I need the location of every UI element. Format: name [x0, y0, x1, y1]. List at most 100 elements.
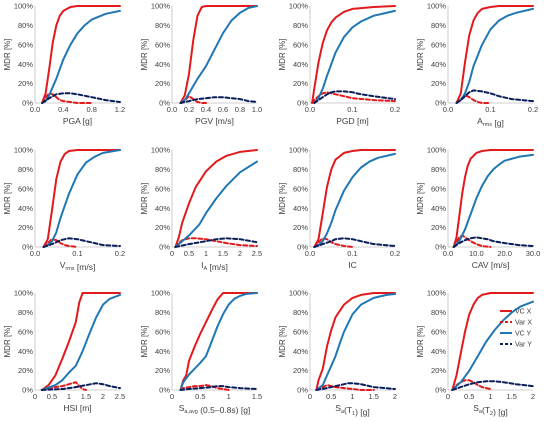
y-tick-label: 80%	[155, 21, 170, 30]
y-tick-label: 20%	[155, 366, 170, 375]
x-tick-label: 1	[227, 392, 231, 401]
x-tick-label: 1.5	[252, 392, 262, 401]
panel-12: 0% 20% 40% 60% 80% 100% 0 0.5 1 1.5 2 MDR [%] Sa(T2)…	[416, 289, 535, 417]
y-tick-label: 0%	[435, 386, 446, 395]
y-tick-label: 40%	[155, 347, 170, 356]
y-tick-label: 100%	[14, 146, 34, 155]
series-line-var-y	[179, 96, 258, 104]
panel-9: 0% 20% 40% 60% 80% 100% 0 0.5 1 1.5 2 2.5 MDR [%] HSI…	[3, 289, 125, 413]
y-tick-label: 60%	[293, 40, 308, 49]
y-tick-label: 40%	[431, 347, 446, 356]
y-tick-label: 0%	[297, 243, 308, 252]
series-line-vc-x	[315, 292, 396, 391]
x-tick-label: 2.5	[252, 249, 262, 258]
x-tick-label: 0.6	[218, 105, 228, 114]
x-tick-label: 0.2	[115, 249, 125, 258]
x-tick-label: 0.4	[201, 105, 211, 114]
x-tick-label: 1.0	[252, 105, 262, 114]
y-axis-label: MDR [%]	[416, 39, 425, 71]
panel-11: 0% 20% 40% 60% 80% 100% 0 0.5 1 1.5 2 MDR [%] Sa(T1)…	[278, 289, 397, 417]
y-axis-label: MDR [%]	[278, 183, 287, 215]
y-tick-label: 80%	[431, 308, 446, 317]
series-line-vc-y	[179, 292, 258, 391]
y-tick-label: 20%	[293, 366, 308, 375]
y-tick-label: 80%	[431, 165, 446, 174]
legend-label: Var X	[515, 320, 532, 327]
x-tick-label: 0	[170, 249, 174, 258]
series-line-vc-y	[451, 300, 534, 391]
y-tick-label: 80%	[155, 308, 170, 317]
x-tick-label: 0.4	[58, 105, 68, 114]
y-tick-label: 60%	[293, 184, 308, 193]
y-tick-label: 80%	[18, 308, 33, 317]
y-tick-label: 80%	[18, 21, 33, 30]
y-tick-label: 20%	[18, 79, 33, 88]
y-axis-label: MDR [%]	[3, 326, 12, 358]
x-tick-label: 0	[308, 392, 312, 401]
y-axis-label: MDR [%]	[278, 326, 287, 358]
y-tick-label: 0%	[159, 99, 170, 108]
series-line-var-y	[313, 90, 396, 104]
series-line-vc-x	[311, 5, 396, 104]
x-axis-label: CAV [m/s]	[472, 260, 510, 270]
series-line-vc-x	[174, 149, 258, 248]
y-axis-label: MDR [%]	[140, 183, 149, 215]
x-tick-label: 0.8	[86, 105, 96, 114]
y-tick-label: 80%	[155, 165, 170, 174]
legend: VC X Var X VC Y Var Y	[500, 309, 532, 349]
y-tick-label: 20%	[431, 79, 446, 88]
y-tick-label: 60%	[18, 40, 33, 49]
x-axis-label: Vrms [m/s]	[60, 260, 96, 272]
x-axis-label: IA [m/s]	[201, 260, 228, 272]
series-line-vc-x	[455, 5, 534, 104]
series-line-var-y	[455, 89, 534, 104]
x-tick-label: 0.1	[72, 249, 82, 258]
series-line-vc-y	[313, 152, 396, 248]
y-tick-label: 100%	[427, 2, 447, 11]
x-tick-label: 0.5	[184, 249, 194, 258]
panel-3: 0% 20% 40% 60% 80% 100% 0.0 0.1 0.2 MDR [%] PGD [m…	[278, 2, 400, 126]
y-tick-label: 100%	[289, 2, 309, 11]
x-tick-label: 0.5	[47, 392, 57, 401]
x-tick-label: 0.0	[443, 105, 453, 114]
y-tick-label: 60%	[431, 184, 446, 193]
y-tick-label: 40%	[18, 60, 33, 69]
x-tick-label: 2	[531, 392, 535, 401]
y-tick-label: 60%	[155, 40, 170, 49]
y-tick-label: 20%	[155, 79, 170, 88]
x-tick-label: 0.1	[347, 105, 357, 114]
y-axis-label: MDR [%]	[278, 39, 287, 71]
series-line-var-y	[452, 236, 534, 248]
x-tick-label: 1.5	[507, 392, 517, 401]
y-tick-label: 0%	[22, 99, 33, 108]
series-line-vc-x	[179, 5, 258, 104]
x-tick-label: 0.0	[30, 249, 40, 258]
series-line-vc-y	[40, 293, 121, 391]
panel-1: 0% 20% 40% 60% 80% 100% 0.0 0.4 0.8 1.2 MDR [%] PGA…	[3, 2, 125, 126]
y-tick-label: 40%	[18, 347, 33, 356]
x-tick-label: 0.5	[464, 392, 474, 401]
x-tick-label: 0.0	[443, 249, 453, 258]
x-axis-label: HSI [m]	[63, 403, 91, 413]
series-line-var-y	[40, 382, 121, 391]
y-axis-label: MDR [%]	[416, 326, 425, 358]
y-tick-label: 20%	[431, 223, 446, 232]
series-line-vc-y	[41, 9, 121, 104]
x-tick-label: 0.0	[305, 105, 315, 114]
series-line-vc-y	[174, 160, 258, 248]
series-line-vc-x	[452, 149, 534, 248]
series-line-var-y	[179, 385, 258, 391]
x-tick-label: 10.0	[469, 249, 484, 258]
y-tick-label: 100%	[151, 2, 171, 11]
y-axis-label: MDR [%]	[416, 183, 425, 215]
x-axis-label: Sa,avg (0.5–0.8s) [g]	[179, 403, 251, 415]
x-axis-label: Sa(T1) [g]	[335, 403, 369, 417]
y-tick-label: 60%	[18, 327, 33, 336]
series-line-var-x	[313, 237, 354, 248]
x-tick-label: 0.1	[485, 105, 495, 114]
panel-2: 0% 20% 40% 60% 80% 100% 0.0 0.2 0.4 0.6 0.8 1.0 MDR …	[140, 2, 262, 126]
series-line-var-y	[451, 380, 534, 391]
y-tick-label: 40%	[431, 60, 446, 69]
panel-6: 0% 20% 40% 60% 80% 100% 0 0.5 1 1.5 2 2.5 MDR [%] IA …	[140, 146, 262, 272]
panel-8: 0% 20% 40% 60% 80% 100% 0.0 10.0 20.0 30.0 MDR [%]…	[416, 146, 540, 270]
